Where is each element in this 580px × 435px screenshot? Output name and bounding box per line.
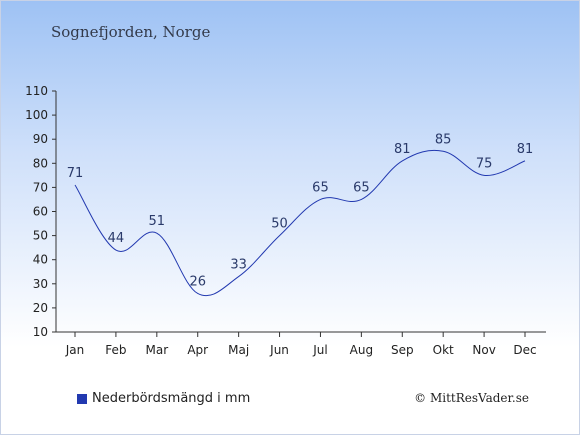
chart-subtitle: Sognefjorden, Norge <box>51 23 211 41</box>
legend-label: Nederbördsmängd i mm <box>92 391 251 406</box>
x-tick-label: Aug <box>350 343 373 357</box>
data-label: 50 <box>271 217 288 232</box>
data-label: 81 <box>517 142 534 157</box>
y-tick-label: 80 <box>33 156 48 170</box>
x-tick-label: Jul <box>312 343 327 357</box>
x-tick-label: Jan <box>65 343 85 357</box>
legend: Nederbördsmängd i mm <box>77 391 250 406</box>
y-tick-label: 30 <box>33 277 48 291</box>
y-tick-label: 100 <box>25 108 48 122</box>
x-tick-label: Jun <box>269 343 289 357</box>
y-tick-label: 90 <box>33 132 48 146</box>
data-label: 44 <box>108 231 125 246</box>
data-label: 75 <box>476 156 493 171</box>
x-tick-label: Mar <box>145 343 168 357</box>
y-tick-label: 60 <box>33 205 48 219</box>
x-tick-label: Feb <box>105 343 126 357</box>
data-label: 65 <box>353 180 370 195</box>
data-label: 65 <box>312 180 329 195</box>
y-tick-label: 40 <box>33 253 48 267</box>
x-tick-label: Nov <box>472 343 495 357</box>
data-label: 85 <box>435 132 452 147</box>
y-tick-label: 70 <box>33 180 48 194</box>
x-tick-label: Dec <box>513 343 536 357</box>
data-label: 71 <box>67 166 84 181</box>
x-tick-label: Maj <box>228 343 249 357</box>
legend-swatch <box>77 393 87 404</box>
x-tick-label: Apr <box>187 343 208 357</box>
series-line <box>74 149 526 297</box>
copyright-text: © MittResVader.se <box>414 391 529 405</box>
data-label: 26 <box>189 274 206 289</box>
y-tick-label: 10 <box>33 325 48 339</box>
data-label: 51 <box>149 214 166 229</box>
x-tick-label: Sep <box>391 343 414 357</box>
y-tick-label: 110 <box>25 84 48 98</box>
data-label: 81 <box>394 142 411 157</box>
y-tick-label: 20 <box>33 301 48 315</box>
y-tick-label: 50 <box>33 229 48 243</box>
x-tick-label: Okt <box>433 343 454 357</box>
data-label: 33 <box>230 258 247 273</box>
